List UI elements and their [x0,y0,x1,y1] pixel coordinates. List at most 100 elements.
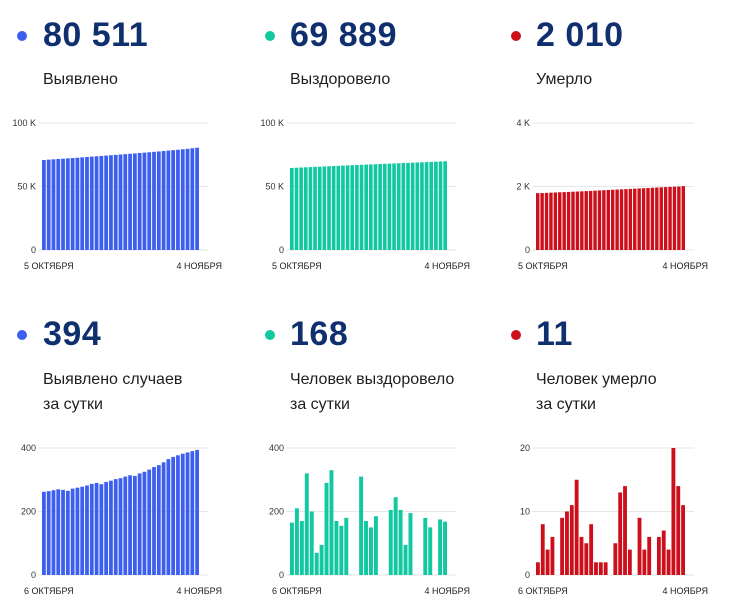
bar [398,509,403,575]
bar [185,452,190,575]
series-dot-icon [511,330,521,340]
bar [627,549,632,575]
bar [104,155,109,250]
y-tick-label: 50 K [265,182,284,192]
bar [387,163,392,250]
bar [65,158,70,250]
y-tick-label: 4 K [516,118,530,128]
bar [566,191,571,250]
bar [540,524,545,575]
bar [51,490,56,575]
bar [166,459,171,575]
bar [671,448,676,575]
bar [123,154,128,250]
bar [61,489,65,575]
y-tick-label: 200 [21,507,36,517]
y-tick-label: 100 K [12,118,36,128]
bar [42,491,46,575]
y-tick-label: 100 K [260,118,284,128]
x-tick-label-end: 4 НОЯБРЯ [662,586,708,596]
bar [61,158,65,250]
x-tick-label-start: 5 ОКТЯБРЯ [24,261,74,271]
stat-label-secondary: за сутки [536,396,596,413]
bar [195,147,199,250]
bar [80,157,85,250]
series-dot-icon [265,31,275,41]
chart-recovered-daily: 0 200 400 6 ОКТЯБРЯ 4 НОЯБРЯ [269,443,470,596]
bar [423,517,428,575]
bar [128,153,132,250]
x-tick-label-start: 6 ОКТЯБРЯ [24,586,74,596]
x-tick-label-start: 5 ОКТЯБРЯ [518,261,568,271]
bar [350,165,355,250]
y-tick-label: 0 [279,570,284,580]
bar [575,191,580,250]
bar [593,190,597,250]
bar [324,482,329,575]
bar [668,186,672,250]
bar [94,156,99,250]
bar [308,167,313,250]
bar [584,191,588,250]
stat-label-secondary: за сутки [43,396,103,413]
bar [676,486,681,575]
x-tick-label-start: 6 ОКТЯБРЯ [272,586,322,596]
bar [132,153,137,250]
bar [104,481,109,575]
bar [579,536,584,575]
bar [331,166,336,250]
bar [313,166,317,250]
bar [290,167,294,250]
bar [438,161,443,250]
bar [294,167,299,250]
x-tick-label-end: 4 НОЯБРЯ [176,586,222,596]
bar [619,189,624,250]
bar [322,166,327,250]
bar [438,519,443,575]
stat-panel-detected-daily: 394 Выявлено случаев за сутки 0 200 400 6 О… [0,305,243,609]
bar [415,162,420,250]
bar [185,148,190,250]
bar [329,470,334,575]
series-dot-icon [265,330,275,340]
bar [637,517,642,575]
series-dot-icon [511,31,521,41]
chart-deaths-total: 0 2 K 4 K 5 ОКТЯБРЯ 4 НОЯБРЯ [516,118,708,271]
bar [70,488,75,575]
bar [681,505,685,575]
bar [80,486,85,575]
bar [327,166,331,250]
bar [661,530,666,575]
x-tick-label-end: 4 НОЯБРЯ [424,586,470,596]
bar [560,517,565,575]
bar [137,153,142,250]
bar [656,536,661,575]
bar [602,190,606,250]
bar [132,475,137,575]
bar [443,161,447,250]
bar [580,191,584,250]
bar [597,190,602,250]
stat-label-secondary: за сутки [290,396,350,413]
chart-deaths-daily: 0 10 20 6 ОКТЯБРЯ 4 НОЯБРЯ [518,443,708,596]
stat-value: 11 [536,315,573,353]
bar [190,148,195,250]
y-tick-label: 0 [279,245,284,255]
bar [382,163,387,250]
bar [113,479,118,575]
bar [152,467,156,575]
bar [598,562,603,575]
bar [345,165,350,250]
stat-label: Человек выздоровело [290,371,455,388]
bar [388,509,393,575]
chart-detected-daily: 0 200 400 6 ОКТЯБРЯ 4 НОЯБРЯ [21,443,222,596]
x-tick-label-start: 5 ОКТЯБРЯ [272,261,322,271]
bar [65,490,70,575]
bar [642,549,647,575]
chart-detected-total: 0 50 K 100 K 5 ОКТЯБРЯ 4 НОЯБРЯ [12,118,222,271]
bar [89,156,94,250]
stat-panel-detected: 80 511 Выявлено 0 50 K 100 K 5 ОКТЯБРЯ 4 НОЯ… [0,0,243,304]
stat-label: Умерло [536,71,593,88]
y-tick-label: 400 [269,443,284,453]
bar [396,163,401,250]
